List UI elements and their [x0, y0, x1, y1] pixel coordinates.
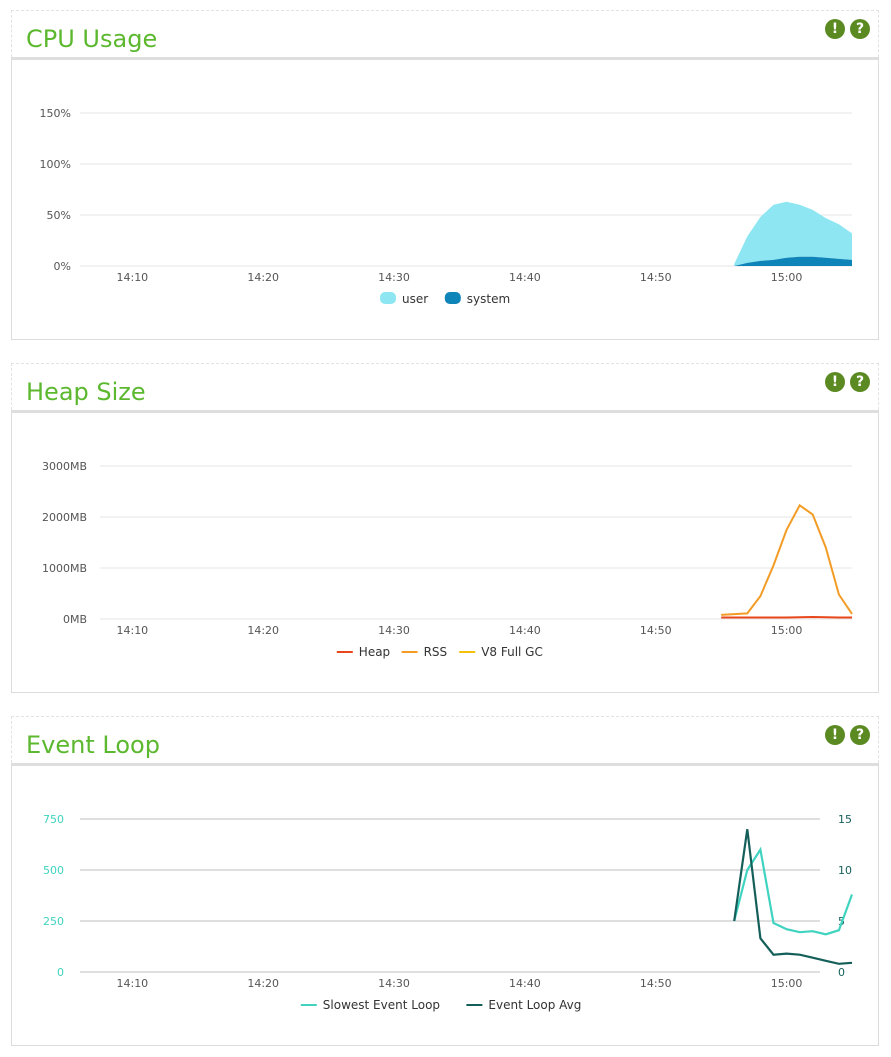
x-tick-label: 14:50 — [640, 977, 672, 990]
y-tick-label: 50% — [47, 209, 71, 222]
legend-swatch — [380, 292, 396, 304]
x-tick-label: 14:10 — [116, 977, 148, 990]
series-line-heap — [721, 615, 852, 619]
x-tick-label: 15:00 — [771, 977, 803, 990]
alert-icon[interactable]: ! — [825, 725, 845, 745]
y-tick-label-left: 750 — [43, 813, 64, 826]
panel-title: CPU Usage — [26, 25, 158, 53]
legend-label: Heap — [359, 645, 390, 659]
x-tick-label: 14:40 — [509, 624, 541, 637]
x-tick-label: 14:30 — [378, 624, 410, 637]
cpu-usage-panel: CPU Usage ! ? 0% 50% 100% 150% 14:10 14:20 14:… — [11, 10, 879, 340]
panel-title: Event Loop — [26, 731, 160, 759]
y-tick-label: 150% — [40, 107, 71, 120]
legend-swatch — [444, 292, 461, 304]
panel-header: CPU Usage ! ? — [11, 10, 879, 57]
help-icon[interactable]: ? — [850, 725, 870, 745]
series-line-rss — [721, 503, 853, 616]
y-tick-label-left: 250 — [43, 915, 64, 928]
event-loop-panel: Event Loop ! ? 0 250 500 750 0 5 10 15 14:10 14:2… — [11, 716, 879, 1046]
panel-header: Event Loop ! ? — [11, 716, 879, 763]
x-tick-label: 14:10 — [116, 271, 148, 284]
panel-title: Heap Size — [26, 378, 146, 406]
x-tick-label: 14:50 — [640, 271, 672, 284]
series-line-event-loop-avg — [733, 829, 853, 965]
y-tick-label: 100% — [40, 158, 71, 171]
legend-label: Slowest Event Loop — [323, 998, 440, 1012]
help-icon[interactable]: ? — [850, 19, 870, 39]
chart-container: 0% 50% 100% 150% 14:10 14:20 14:30 14:40 14:50 15… — [11, 57, 879, 340]
alert-icon[interactable]: ! — [825, 372, 845, 392]
legend-label: system — [467, 292, 510, 306]
y-tick-label-left: 500 — [43, 864, 64, 877]
y-tick-label: 0% — [54, 260, 71, 273]
heap-size-chart: 0MB 1000MB 2000MB 3000MB 14:10 14:20 14:30 14:4… — [42, 460, 853, 659]
y-tick-label-right: 15 — [838, 813, 852, 826]
x-tick-label: 14:10 — [116, 624, 148, 637]
help-icon[interactable]: ? — [850, 372, 870, 392]
y-tick-label-right: 10 — [838, 864, 852, 877]
x-tick-label: 14:40 — [509, 977, 541, 990]
x-tick-label: 14:30 — [378, 977, 410, 990]
panel-icons: ! ? — [825, 725, 870, 745]
x-tick-label: 14:20 — [247, 271, 279, 284]
y-tick-label: 3000MB — [42, 460, 87, 473]
alert-icon[interactable]: ! — [825, 19, 845, 39]
y-tick-label: 1000MB — [42, 562, 87, 575]
chart-container: 0 250 500 750 0 5 10 15 14:10 14:20 14:30 14:40 14:5… — [11, 763, 879, 1046]
x-tick-label: 14:50 — [640, 624, 672, 637]
chart-container: 0MB 1000MB 2000MB 3000MB 14:10 14:20 14:30 14:4… — [11, 410, 879, 693]
legend-label: user — [402, 292, 428, 306]
x-tick-label: 14:20 — [247, 624, 279, 637]
y-tick-label-left: 0 — [57, 966, 64, 979]
y-tick-label-right: 0 — [838, 966, 845, 979]
y-tick-label: 2000MB — [42, 511, 87, 524]
panel-header: Heap Size ! ? — [11, 363, 879, 410]
x-tick-label: 14:40 — [509, 271, 541, 284]
x-tick-label: 15:00 — [771, 271, 803, 284]
legend-label: Event Loop Avg — [488, 998, 581, 1012]
series-line-slowest-event-loop — [733, 846, 854, 936]
series-area-user — [734, 201, 852, 266]
cpu-usage-chart: 0% 50% 100% 150% 14:10 14:20 14:30 14:40 14:50 15… — [40, 107, 852, 306]
legend-label: RSS — [424, 645, 448, 659]
x-tick-label: 15:00 — [771, 624, 803, 637]
series-area-system — [734, 256, 852, 266]
heap-size-panel: Heap Size ! ? 0MB 1000MB 2000MB 3000MB 14:10… — [11, 363, 879, 693]
legend-label: V8 Full GC — [481, 645, 543, 659]
x-tick-label: 14:30 — [378, 271, 410, 284]
y-tick-label: 0MB — [63, 613, 87, 626]
panel-icons: ! ? — [825, 19, 870, 39]
x-tick-label: 14:20 — [247, 977, 279, 990]
panel-icons: ! ? — [825, 372, 870, 392]
